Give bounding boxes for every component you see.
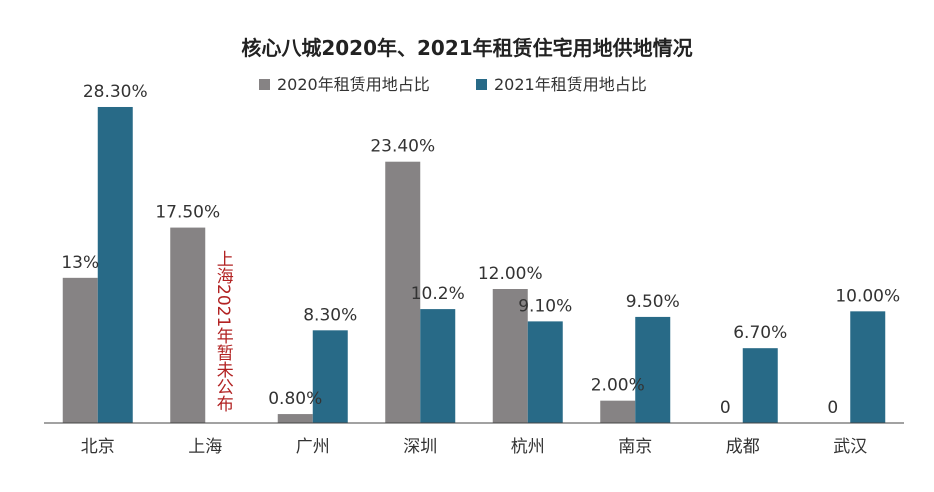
data-label-2020: 0	[720, 398, 731, 418]
category-label: 上海	[188, 437, 222, 457]
data-label-2021: 6.70%	[733, 323, 787, 343]
category-label: 广州	[296, 437, 330, 457]
bar-2021	[527, 321, 563, 423]
bar-2020	[170, 227, 206, 423]
bar-2021	[635, 316, 671, 423]
legend-swatch-2021	[476, 79, 487, 90]
data-label-2021: 10.00%	[835, 286, 900, 306]
bar-2020	[62, 277, 98, 423]
bar-2021	[742, 348, 778, 423]
data-label-2021: 9.50%	[626, 292, 680, 312]
data-labels: 13% 28.30% 17.50% 0.80% 8.30% 23.40% 10.2% 12.0…	[61, 82, 900, 418]
category-label: 成都	[726, 437, 760, 457]
data-label-2020: 2.00%	[591, 376, 645, 396]
bar-2020	[385, 161, 421, 423]
data-label-2020: 0	[827, 398, 838, 418]
category-label: 南京	[618, 437, 652, 457]
data-label-2020: 12.00%	[478, 264, 543, 284]
legend-label-2020: 2020年租赁用地占比	[277, 75, 430, 94]
data-label-2021: 9.10%	[518, 296, 572, 316]
legend: 2020年租赁用地占比 2021年租赁用地占比	[259, 75, 647, 94]
bar-2021	[97, 106, 133, 423]
bars	[62, 106, 886, 423]
bar-2021	[850, 311, 886, 423]
category-label: 武汉	[833, 437, 867, 457]
shanghai-note: 上海2021年暂未公布	[213, 250, 234, 412]
legend-label-2021: 2021年租赁用地占比	[494, 75, 647, 94]
data-label-2020: 0.80%	[268, 389, 322, 409]
data-label-2021: 8.30%	[303, 305, 357, 325]
data-label-2020: 13%	[61, 253, 99, 273]
category-labels: 北京 上海 广州 深圳 杭州 南京 成都 武汉	[81, 437, 868, 457]
category-label: 杭州	[511, 437, 545, 457]
chart-title: 核心八城2020年、2021年租赁住宅用地供地情况	[241, 36, 692, 60]
bar-2020	[600, 400, 636, 423]
data-label-2020: 23.40%	[370, 137, 435, 157]
bar-2020	[277, 414, 313, 423]
category-label: 北京	[81, 437, 115, 457]
data-label-2020: 17.50%	[155, 203, 220, 223]
data-label-2021: 28.30%	[83, 82, 148, 102]
legend-swatch-2020	[259, 79, 270, 90]
category-label: 深圳	[403, 437, 437, 457]
bar-2021	[420, 309, 456, 423]
bar-2021	[312, 330, 348, 423]
bar-2020	[492, 289, 528, 423]
data-label-2021: 10.2%	[411, 284, 465, 304]
